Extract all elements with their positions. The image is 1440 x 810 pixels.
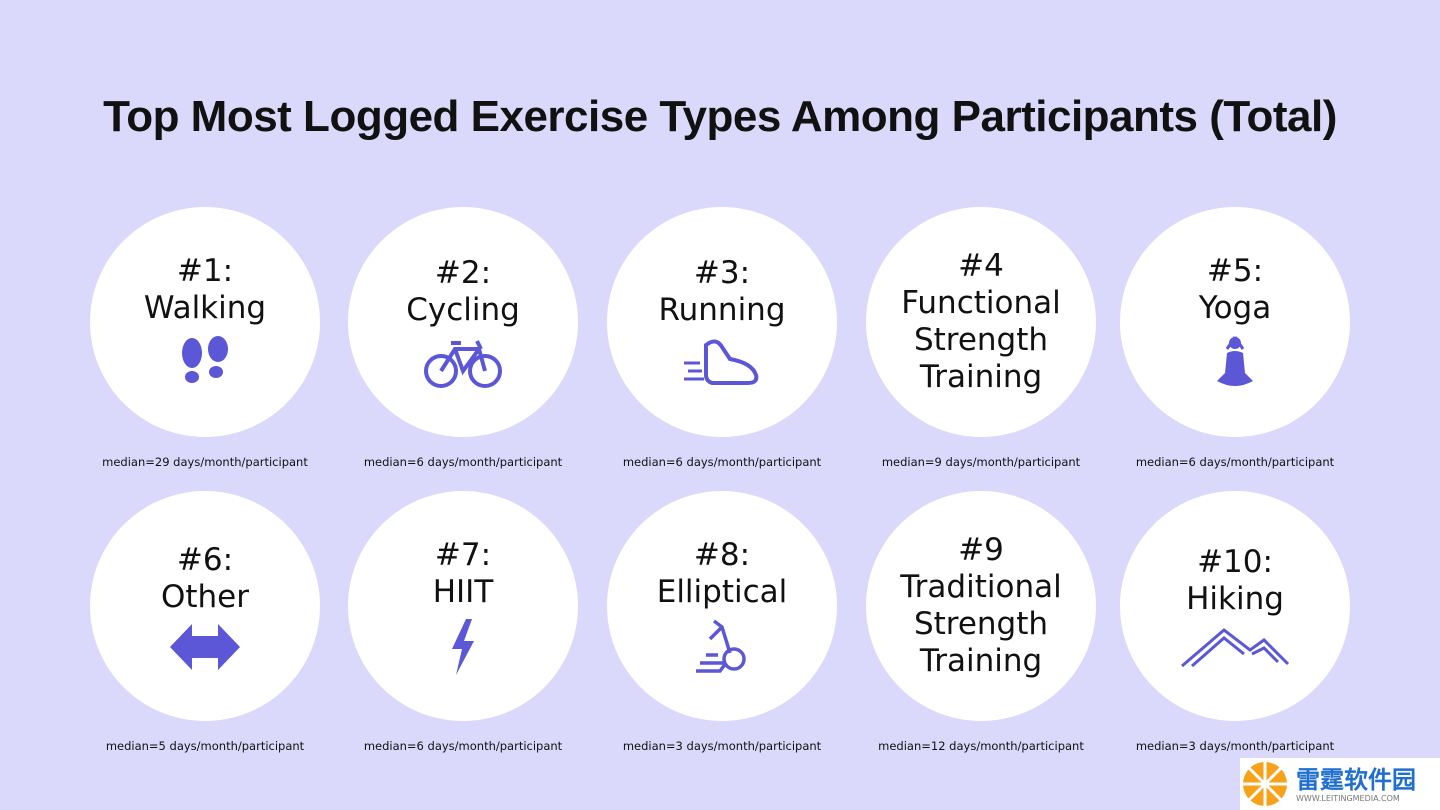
rank: #9 [958,532,1004,568]
caption: median=3 days/month/participant [622,739,822,753]
rank: #3: [693,255,751,291]
icon [424,340,502,388]
label: Walking [143,290,267,326]
title: Top Most Logged Exercise Types Among Par… [103,92,1337,141]
label: Other [160,579,250,615]
watermark: 雷霆软件园 WWW.LEITINGMEDIA.COM [1240,758,1440,810]
label: Running [658,292,786,328]
rank: #4 [958,248,1004,284]
rank: #6: [176,542,234,578]
caption: median=9 days/month/participant [881,455,1081,469]
label: Traditional Strength Training [900,569,1062,679]
rank: #10: [1197,544,1273,580]
item-card: #8: Elliptical [607,491,837,721]
watermark-logo [1243,762,1287,806]
label: Yoga [1198,290,1272,326]
icon [1181,628,1290,668]
icon [684,339,759,385]
caption: median=29 days/month/participant [102,455,308,469]
rank: #8: [693,537,751,573]
item-card: #5: Yoga [1120,207,1350,437]
rank: #5: [1206,253,1264,289]
item-card: #7: HIIT [348,491,578,721]
rank: #7: [434,537,492,573]
caption: median=12 days/month/participant [878,739,1084,753]
item-card: #10: Hiking [1120,491,1350,721]
icon [182,336,228,383]
icon [1217,336,1253,386]
item-card: #3: Running [607,207,837,437]
label: Functional Strength Training [901,285,1061,395]
watermark-url: WWW.LEITINGMEDIA.COM [1296,793,1400,803]
rank: #2: [434,255,492,291]
caption: median=6 days/month/participant [622,455,822,469]
item-card: #4 Functional Strength Training [866,207,1096,437]
rank: #1: [176,253,234,289]
caption: median=3 days/month/participant [1135,739,1335,753]
label: Cycling [406,292,520,328]
label: HIIT [432,574,494,610]
item-card: #6: Other [90,491,320,721]
item-card: #1: Walking [90,207,320,437]
item-card: #2: Cycling [348,207,578,437]
caption: median=6 days/month/participant [1135,455,1335,469]
icon [170,624,240,670]
watermark-name: 雷霆软件园 [1296,765,1416,794]
icon [696,619,746,673]
label: Hiking [1186,581,1284,617]
caption: median=6 days/month/participant [363,739,563,753]
icon [452,619,474,675]
label: Elliptical [656,574,788,610]
item-card: #9 Traditional Strength Training [866,491,1096,721]
caption: median=5 days/month/participant [105,739,305,753]
caption: median=6 days/month/participant [363,455,563,469]
